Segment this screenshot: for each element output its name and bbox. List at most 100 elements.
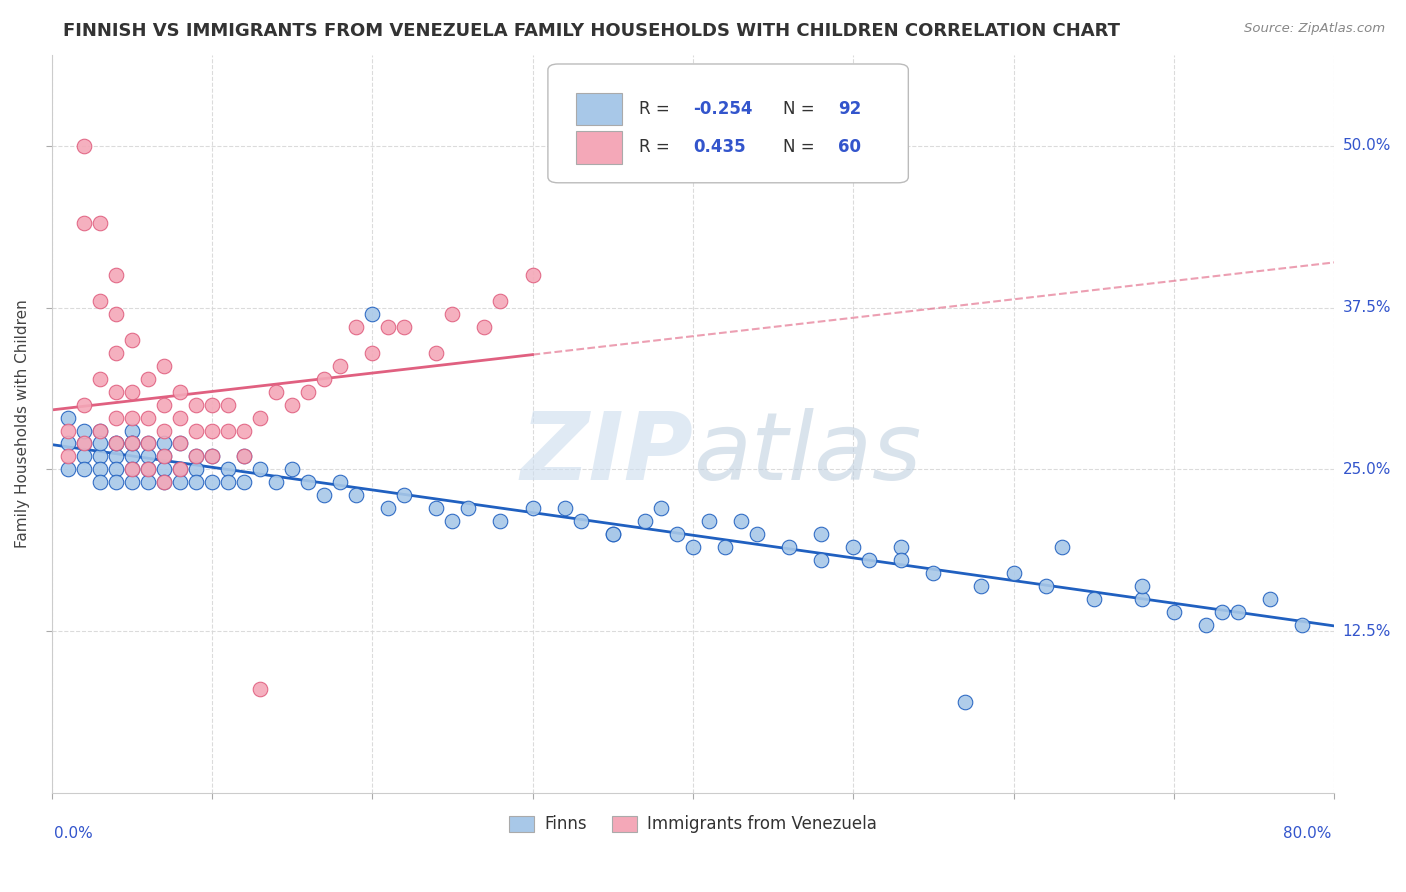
Point <box>152 450 174 464</box>
Point <box>169 410 191 425</box>
Text: 37.5%: 37.5% <box>1343 300 1391 315</box>
Point <box>89 424 111 438</box>
Point <box>425 346 447 360</box>
Point <box>1083 591 1105 606</box>
Point <box>72 138 94 153</box>
Point <box>152 475 174 490</box>
Point <box>281 398 304 412</box>
Point <box>697 514 720 528</box>
Text: 12.5%: 12.5% <box>1343 624 1391 639</box>
Point <box>1258 591 1281 606</box>
Point <box>1226 605 1249 619</box>
Point <box>169 436 191 450</box>
Point <box>136 436 159 450</box>
Point <box>1130 591 1153 606</box>
Point <box>489 294 512 309</box>
Point <box>1050 540 1073 554</box>
Point <box>970 579 993 593</box>
Point <box>714 540 737 554</box>
Point <box>922 566 945 580</box>
Point <box>650 501 672 516</box>
Point <box>344 320 367 334</box>
Point <box>554 501 576 516</box>
Text: R =: R = <box>638 100 675 118</box>
Point <box>136 372 159 386</box>
Point <box>152 450 174 464</box>
Point <box>89 462 111 476</box>
Point <box>602 527 624 541</box>
Legend: Finns, Immigrants from Venezuela: Finns, Immigrants from Venezuela <box>502 809 883 840</box>
Point <box>232 450 254 464</box>
Point <box>184 462 207 476</box>
Point <box>121 462 143 476</box>
Point <box>169 462 191 476</box>
Text: 0.0%: 0.0% <box>55 826 93 841</box>
Point <box>249 410 271 425</box>
Point <box>394 488 416 502</box>
Text: Source: ZipAtlas.com: Source: ZipAtlas.com <box>1244 22 1385 36</box>
Point <box>457 501 479 516</box>
Text: 0.435: 0.435 <box>693 138 745 156</box>
Point <box>136 450 159 464</box>
Point <box>682 540 704 554</box>
Point <box>121 475 143 490</box>
Point <box>104 475 127 490</box>
Point <box>329 359 352 373</box>
Point <box>1035 579 1057 593</box>
Point <box>778 540 800 554</box>
Point <box>810 527 832 541</box>
Point <box>858 553 880 567</box>
Point <box>152 436 174 450</box>
Point <box>810 553 832 567</box>
Point <box>329 475 352 490</box>
Point <box>121 436 143 450</box>
Point <box>56 462 79 476</box>
Point <box>56 450 79 464</box>
Point <box>489 514 512 528</box>
Point <box>441 514 464 528</box>
Point <box>89 475 111 490</box>
Point <box>136 462 159 476</box>
Point <box>104 436 127 450</box>
Point <box>89 216 111 230</box>
Point <box>169 436 191 450</box>
Point <box>217 424 239 438</box>
Point <box>217 475 239 490</box>
Point <box>104 268 127 283</box>
Point <box>121 384 143 399</box>
Point <box>89 294 111 309</box>
Point <box>602 527 624 541</box>
Point <box>152 462 174 476</box>
Point <box>104 436 127 450</box>
Point <box>425 501 447 516</box>
Text: atlas: atlas <box>693 408 921 500</box>
Point <box>121 410 143 425</box>
Point <box>121 462 143 476</box>
Point <box>297 384 319 399</box>
Point <box>72 398 94 412</box>
Point <box>745 527 768 541</box>
Point <box>201 424 224 438</box>
Point <box>361 346 384 360</box>
Point <box>441 307 464 321</box>
Point <box>136 436 159 450</box>
Text: 25.0%: 25.0% <box>1343 462 1391 477</box>
FancyBboxPatch shape <box>576 131 623 163</box>
Point <box>184 424 207 438</box>
Point <box>104 462 127 476</box>
Point <box>377 320 399 334</box>
Point <box>104 346 127 360</box>
Point <box>344 488 367 502</box>
Text: ZIP: ZIP <box>520 408 693 500</box>
Point <box>201 450 224 464</box>
Point <box>201 398 224 412</box>
Point <box>121 333 143 347</box>
Point <box>56 424 79 438</box>
Text: 50.0%: 50.0% <box>1343 138 1391 153</box>
Point <box>314 372 336 386</box>
Text: 80.0%: 80.0% <box>1284 826 1331 841</box>
Point <box>104 384 127 399</box>
Point <box>569 514 592 528</box>
Point <box>72 450 94 464</box>
Point <box>152 398 174 412</box>
